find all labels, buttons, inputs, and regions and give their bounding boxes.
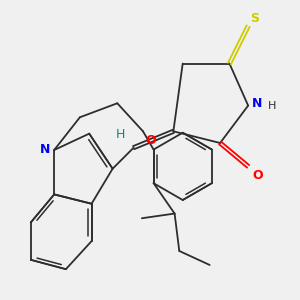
Text: H: H (116, 128, 125, 141)
Text: S: S (250, 12, 260, 25)
Text: H: H (268, 100, 276, 111)
Text: N: N (252, 97, 262, 110)
Text: O: O (252, 169, 262, 182)
Text: O: O (145, 134, 156, 147)
Text: N: N (40, 143, 50, 157)
